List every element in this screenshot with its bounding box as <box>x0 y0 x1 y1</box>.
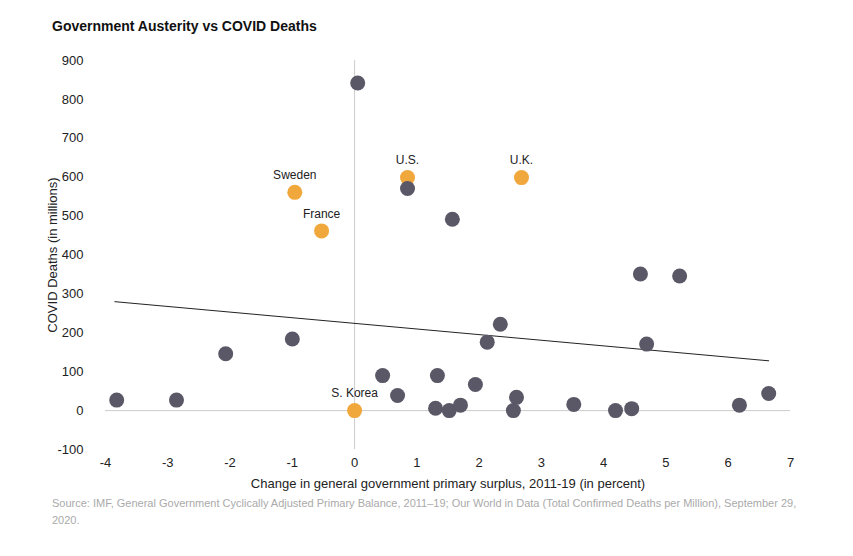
svg-text:900: 900 <box>62 53 84 68</box>
svg-text:2: 2 <box>476 455 483 470</box>
svg-text:400: 400 <box>62 247 84 262</box>
svg-text:0: 0 <box>351 455 358 470</box>
svg-text:7: 7 <box>787 455 794 470</box>
svg-text:3: 3 <box>538 455 545 470</box>
svg-text:200: 200 <box>62 325 84 340</box>
svg-text:COVID Deaths (in millions): COVID Deaths (in millions) <box>45 177 60 332</box>
svg-text:France: France <box>303 207 341 221</box>
svg-text:6: 6 <box>725 455 732 470</box>
svg-text:-1: -1 <box>287 455 299 470</box>
svg-text:100: 100 <box>62 364 84 379</box>
svg-text:800: 800 <box>62 92 84 107</box>
html-text:Source: IMF, General Governmen: Source: IMF, General Government Cyclical… <box>52 497 797 526</box>
svg-text:U.K.: U.K. <box>510 153 533 167</box>
svg-text:-3: -3 <box>162 455 174 470</box>
html-text:Government Austerity vs COVID: Government Austerity vs COVID Deaths <box>52 18 317 34</box>
svg-text:500: 500 <box>62 208 84 223</box>
svg-text:Sweden: Sweden <box>273 168 316 182</box>
svg-text:Change in general government p: Change in general government primary sur… <box>251 476 645 491</box>
svg-text:1: 1 <box>413 455 420 470</box>
svg-text:0: 0 <box>76 403 83 418</box>
svg-text:U.S.: U.S. <box>396 153 419 167</box>
svg-text:-2: -2 <box>224 455 236 470</box>
svg-text:4: 4 <box>600 455 607 470</box>
svg-text:-4: -4 <box>100 455 112 470</box>
svg-text:600: 600 <box>62 169 84 184</box>
svg-text:S. Korea: S. Korea <box>331 386 378 400</box>
svg-text:700: 700 <box>62 130 84 145</box>
svg-text:-100: -100 <box>57 442 83 457</box>
svg-text:300: 300 <box>62 286 84 301</box>
svg-text:5: 5 <box>662 455 669 470</box>
